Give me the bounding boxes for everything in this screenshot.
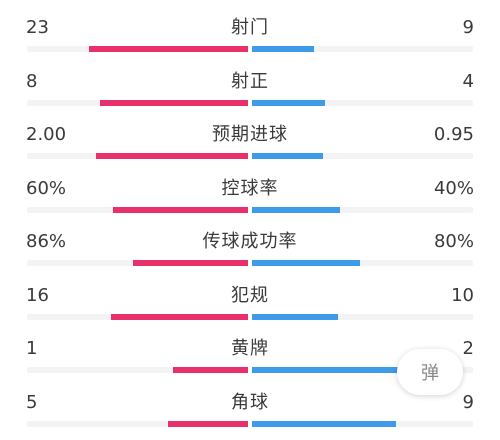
home-bar-track xyxy=(27,367,248,373)
away-bar xyxy=(252,46,314,52)
away-value: 9 xyxy=(462,17,474,38)
stat-row-corners: 5 角球 9 xyxy=(0,377,500,430)
stat-row-shots: 23 射门 9 xyxy=(0,2,500,55)
home-value: 23 xyxy=(26,17,49,38)
home-bar-track xyxy=(27,314,248,320)
home-value: 60% xyxy=(26,178,67,199)
away-bar-track xyxy=(252,367,473,373)
stat-label: 黄牌 xyxy=(231,338,269,359)
home-value: 1 xyxy=(26,338,38,359)
away-value: 0.95 xyxy=(433,124,474,145)
away-bar-track xyxy=(252,314,473,320)
away-bar xyxy=(252,260,360,266)
stat-row-fouls: 16 犯规 10 xyxy=(0,270,500,323)
home-bar-track xyxy=(27,260,248,266)
away-value: 9 xyxy=(462,392,474,413)
away-bar xyxy=(252,153,323,159)
stat-label: 犯规 xyxy=(231,285,269,306)
home-bar xyxy=(173,367,248,373)
stat-label: 预期进球 xyxy=(212,124,288,145)
away-bar-track xyxy=(252,260,473,266)
home-value: 8 xyxy=(26,71,38,92)
home-value: 16 xyxy=(26,285,49,306)
stat-row-possession: 60% 控球率 40% xyxy=(0,163,500,216)
home-bar xyxy=(133,260,248,266)
away-bar-track xyxy=(252,100,473,106)
home-bar xyxy=(113,207,248,213)
away-bar xyxy=(252,100,325,106)
home-bar-track xyxy=(27,46,248,52)
stat-row-pass-accuracy: 86% 传球成功率 80% xyxy=(0,216,500,269)
away-bar-track xyxy=(252,207,473,213)
home-value: 86% xyxy=(26,231,67,252)
stat-label: 控球率 xyxy=(221,178,279,199)
stat-row-yellow-cards: 1 黄牌 2 xyxy=(0,323,500,376)
home-value: 5 xyxy=(26,392,38,413)
home-bar-track xyxy=(27,100,248,106)
away-bar xyxy=(252,421,396,427)
home-value: 2.00 xyxy=(26,124,67,145)
home-bar xyxy=(100,100,248,106)
stat-label: 射门 xyxy=(231,17,269,38)
away-value: 2 xyxy=(462,338,474,359)
home-bar xyxy=(168,421,248,427)
away-bar xyxy=(252,314,338,320)
home-bar-track xyxy=(27,207,248,213)
away-value: 40% xyxy=(433,178,474,199)
away-value: 80% xyxy=(433,231,474,252)
home-bar-track xyxy=(27,153,248,159)
stat-row-expected-goals: 2.00 预期进球 0.95 xyxy=(0,109,500,162)
stat-label: 角球 xyxy=(231,392,269,413)
home-bar xyxy=(111,314,248,320)
away-bar xyxy=(252,367,398,373)
away-bar-track xyxy=(252,153,473,159)
home-bar-track xyxy=(27,421,248,427)
stat-label: 传球成功率 xyxy=(202,231,298,252)
home-bar xyxy=(96,153,248,159)
away-value: 4 xyxy=(462,71,474,92)
stat-label: 射正 xyxy=(231,71,269,92)
away-bar xyxy=(252,207,340,213)
away-bar-track xyxy=(252,421,473,427)
home-bar xyxy=(89,46,248,52)
away-value: 10 xyxy=(451,285,474,306)
away-bar-track xyxy=(252,46,473,52)
danmu-button[interactable]: 弹 xyxy=(397,349,463,395)
stat-row-shots-on-target: 8 射正 4 xyxy=(0,56,500,109)
